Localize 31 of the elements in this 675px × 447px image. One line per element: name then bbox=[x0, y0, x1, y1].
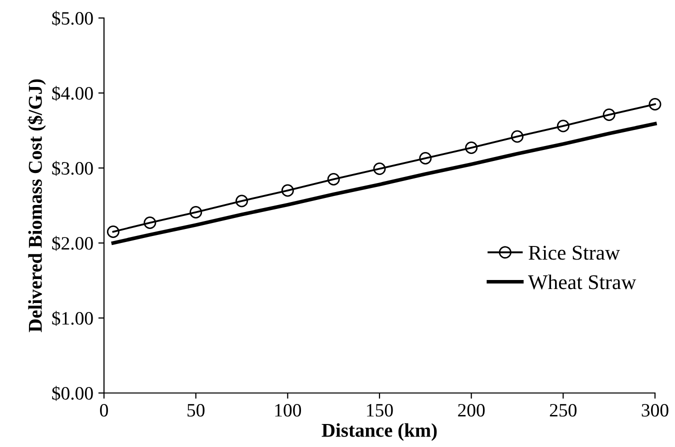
line-series bbox=[111, 122, 657, 245]
x-tick-label: 300 bbox=[642, 404, 668, 417]
y-tick-label: $0.00 bbox=[52, 386, 93, 401]
x-tick-label: 250 bbox=[550, 404, 577, 417]
x-tick-label: 200 bbox=[458, 404, 485, 417]
point bbox=[373, 162, 386, 175]
y-tick-label: $5.00 bbox=[52, 10, 93, 26]
y-tick-label: $4.00 bbox=[52, 86, 93, 101]
point bbox=[236, 194, 248, 208]
y-tick-label: $1.00 bbox=[52, 310, 93, 326]
y-tick-label: $3.00 bbox=[52, 160, 93, 176]
point bbox=[190, 206, 202, 218]
point bbox=[648, 98, 662, 110]
point bbox=[556, 120, 570, 132]
point bbox=[419, 152, 432, 164]
point bbox=[106, 226, 120, 238]
x-axis-title: Distance (km) bbox=[322, 423, 437, 441]
y-axis-title: Delivered Biomass Cost ($/GJ) bbox=[28, 79, 46, 332]
x-tick-label: 100 bbox=[275, 404, 302, 417]
x-tick-label: 150 bbox=[367, 404, 393, 417]
point bbox=[281, 184, 294, 197]
legend-label: Rice Straw bbox=[528, 246, 620, 260]
y-tick-label: $2.00 bbox=[52, 236, 93, 251]
point bbox=[602, 108, 616, 121]
legend-label: Wheat Straw bbox=[528, 274, 636, 290]
point bbox=[327, 173, 340, 186]
point bbox=[465, 142, 478, 154]
point bbox=[144, 216, 156, 229]
point bbox=[511, 130, 524, 143]
x-tick-label: 50 bbox=[188, 404, 204, 417]
x-tick-label: 0 bbox=[100, 404, 108, 417]
